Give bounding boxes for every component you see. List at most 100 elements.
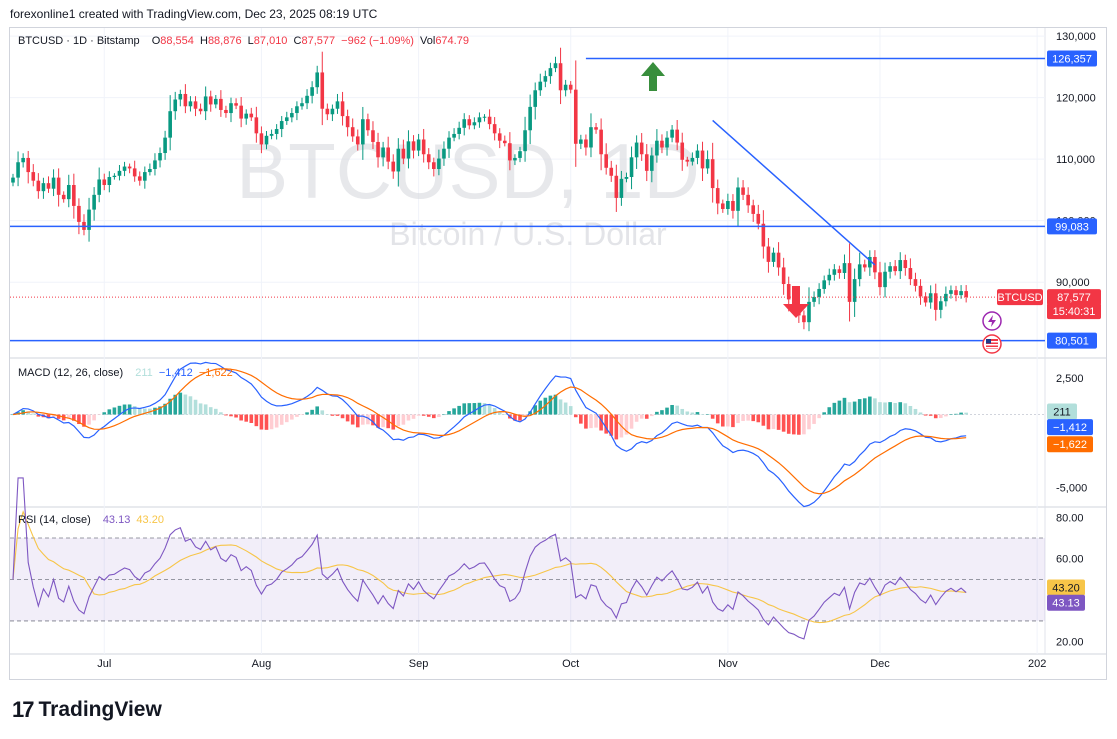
macd-histogram-bar [284,414,289,423]
candle-body [16,162,20,178]
candle-body [756,213,761,224]
macd-histogram-bar [320,410,325,415]
macd-histogram-bar [56,414,61,419]
candle-body [97,179,101,195]
macd-histogram-bar [335,414,340,416]
macd-histogram-bar [614,414,619,440]
candle-body [295,106,299,114]
macd-histogram-bar [822,412,826,415]
x-tick-label: Nov [718,658,738,670]
macd-histogram-bar [665,407,669,415]
candle-body [386,147,390,162]
macd-histogram-bar [715,414,720,424]
candle-body [721,203,725,209]
candle-body [198,108,203,112]
macd-tick-label: 2,500 [1056,373,1084,385]
macd-histogram-bar [781,414,786,432]
macd-histogram-bar [421,414,426,416]
macd-histogram-bar [102,412,107,415]
tradingview-logo[interactable]: 17 TradingView [12,697,162,723]
candle-body [614,175,619,198]
candle-body [695,150,700,158]
candle-body [629,157,634,178]
candle-body [219,98,223,110]
candle-body [553,63,558,69]
macd-line [12,361,967,508]
rsi-value-label: 43.13 [1047,594,1085,611]
candle-body [117,170,122,176]
candle-body [908,268,913,280]
candle-body [579,139,583,144]
macd-histogram-bar [143,408,147,415]
legend-high: 88,876 [207,35,242,47]
macd-histogram-bar [944,414,948,417]
macd-title[interactable]: MACD (12, 26, close) [18,367,124,379]
level-label-bg [1047,50,1097,67]
macd-histogram-bar [290,414,294,420]
macd-histogram-bar [609,414,614,436]
macd-histogram-bar [153,407,157,415]
level-label-text: 80,501 [1055,336,1089,348]
candle-body [492,124,497,134]
candle-body [315,72,319,88]
candle-body [153,160,157,170]
macd-histogram-bar [868,396,872,415]
candle-body [224,109,228,114]
macd-histogram-bar [563,402,568,415]
candle-body [442,148,446,159]
candle-body [670,129,674,138]
macd-histogram-bar [77,414,81,425]
candle-body [817,288,821,297]
candle-body [731,200,735,211]
candle-body [72,185,76,206]
macd-histogram-bar [883,402,887,415]
macd-histogram-bar [913,408,918,415]
candle-body [705,159,710,169]
macd-histogram-bar [568,406,573,415]
candle-body [406,141,411,159]
candle-body [822,280,826,289]
candle-body [254,117,259,134]
rsi-legend: RSI (14, close) 43.13 43.20 [18,514,167,526]
candle-body [710,159,715,189]
last-price-label: 87,577 [1047,289,1101,306]
candle-body [158,153,162,161]
macd-histogram-bar [224,414,228,416]
candle-body [122,166,127,171]
macd-histogram-bar [396,414,401,427]
candle-body [361,119,365,145]
macd-histogram-bar [452,408,456,415]
candle-body [766,246,771,262]
lightning-icon[interactable] [982,311,1002,331]
candle-body [786,284,791,300]
rsi-title[interactable]: RSI (14, close) [18,514,91,526]
macd-histogram-bar [234,414,238,418]
candle-body [66,185,71,200]
us-flag-icon[interactable] [982,334,1002,354]
macd-histogram-bar [254,414,259,427]
price-tick-label: 130,000 [1056,31,1096,43]
legend-symbol[interactable]: BTCUSD · 1D · Bitstamp [18,35,140,47]
macd-histogram-bar [807,414,811,430]
candle-body [168,111,172,138]
candle-body [538,81,543,91]
macd-histogram-bar [183,394,188,415]
candle-body [208,96,213,105]
macd-histogram-bar [898,402,903,415]
rsi-tick-label: 60.00 [1056,554,1084,566]
macd-histogram-bar [497,411,502,415]
candle-body [284,117,289,122]
macd-histogram-bar [558,399,563,415]
macd-histogram-bar [827,407,832,415]
candle-body [203,96,208,112]
macd-histogram-bar [629,414,634,429]
macd-histogram-bar [355,414,360,428]
macd-histogram-bar [432,414,436,419]
macd-histogram-bar [776,414,781,430]
rsi-ma-label: 43.20 [1047,579,1085,596]
tv-mark-icon: 17 [12,697,35,722]
candle-body [61,194,66,200]
macd-histogram-bar [214,408,218,415]
macd-histogram-bar [264,414,269,430]
